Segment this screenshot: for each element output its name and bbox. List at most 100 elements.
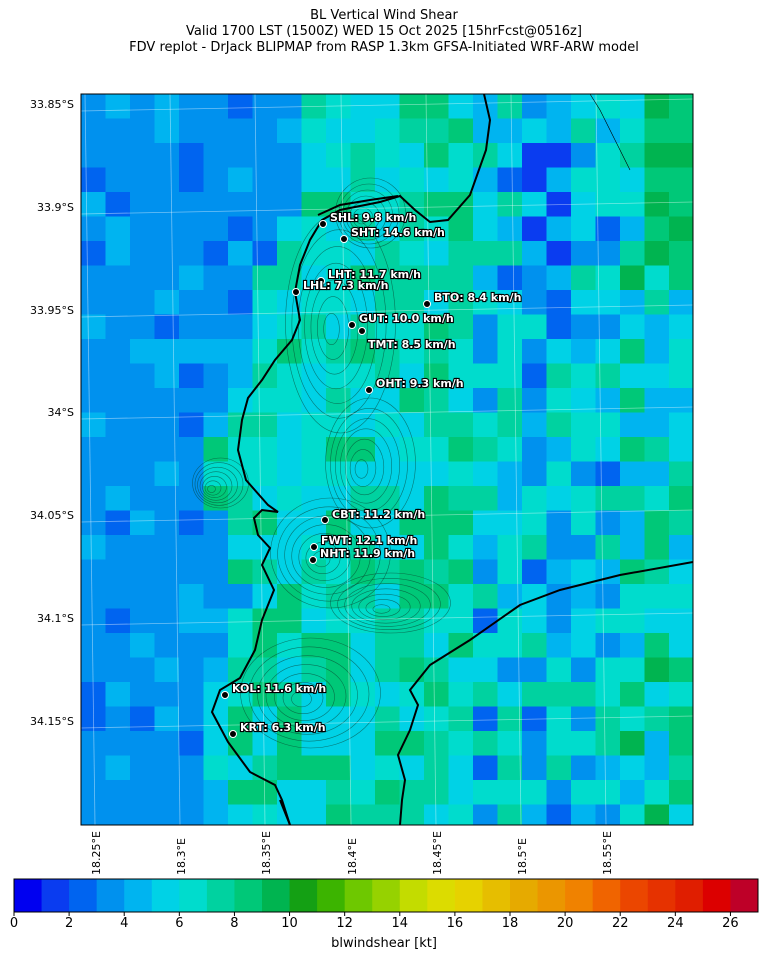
grid-cell [669,755,693,781]
x-tick-label: 18.45°E [431,831,444,875]
grid-cell [571,559,596,585]
grid-cell [203,192,229,217]
grid-cell [522,706,547,732]
grid-cell [228,241,253,266]
grid-cell [301,584,327,609]
colorbar-swatch [179,879,208,912]
grid-cell [669,339,693,364]
grid-cell [473,363,498,389]
contour-line [202,475,227,499]
grid-cell [669,461,693,487]
colorbar-swatch [620,879,649,912]
grid-cell [546,241,572,266]
grid-cell [350,241,376,266]
grid-cell [154,755,180,781]
grid-cell [399,706,425,732]
colorbar-swatch [124,879,153,912]
grid-cell [595,339,621,364]
grid-cell [522,339,547,364]
contour-line [344,438,385,496]
grid-cell [154,118,180,144]
grid-cell [252,143,278,168]
grid-cell [571,241,596,266]
grid-cell [546,94,572,119]
grid-cell [497,755,523,781]
grid-cell [301,94,327,119]
grid-cell [473,241,498,266]
grid-cell [497,388,523,413]
colorbar-swatch [317,879,346,912]
grid-cell [620,682,645,707]
grid-cell [644,657,670,683]
grid-cell [448,437,474,462]
colorbar-swatch [592,879,621,912]
contour-line [345,195,387,237]
grid-cell [154,388,180,413]
grid-cell [522,437,547,462]
grid-cell [399,241,425,266]
grid-cell [350,633,376,658]
grid-cell [154,437,180,462]
grid-cell [326,94,351,119]
grid-cell [546,461,572,487]
grid-cell [105,780,131,805]
grid-cell [399,143,425,168]
contour-line [304,262,368,390]
grid-cell [595,412,621,438]
colorbar-swatch [427,879,456,912]
grid-cell [399,314,425,340]
grid-cell [154,167,180,193]
grid-cell [522,118,547,144]
grid-cell [105,437,131,462]
grid-cell [620,118,645,144]
grid-cell [571,192,596,217]
grid-cell [424,780,449,805]
map-subtitle: Valid 1700 LST (1500Z) WED 15 Oct 2025 [… [186,24,582,39]
contour-line [265,664,347,728]
y-tick-label: 34.05°S [30,509,74,522]
contour-line [305,541,341,575]
grid-cell [105,118,131,144]
grid-cell [301,363,327,389]
grid-cell [81,535,106,560]
grid-cell [595,118,621,144]
graticule [81,94,693,825]
grid-cell [179,535,204,560]
grid-cell [571,804,596,825]
grid-cell [130,216,155,242]
grid-cell [375,290,400,315]
grid-cell [448,363,474,389]
grid-cell [154,241,180,266]
contour-line [316,296,350,360]
grid-cell [424,535,449,560]
grid-cell [448,559,474,585]
grid-cell [620,731,645,756]
grid-cell [130,731,155,756]
colorbar-swatch [675,879,704,912]
grid-cell [130,706,155,732]
grid-cell [522,290,547,315]
grid-cell [203,510,229,536]
contour-line [282,681,324,715]
grid-cell [179,314,204,340]
contour-line [323,312,340,346]
grid-cell [81,265,106,291]
grid-cell [277,437,302,462]
grid-cell [277,143,302,168]
grid-cell [644,437,670,462]
grid-cell [130,755,155,781]
grid-cell [595,216,621,242]
grid-cell [154,535,180,560]
grid-cell [179,461,204,487]
grid-cell [179,118,204,144]
colorbar-swatch [702,879,731,912]
grid-cell [424,437,449,462]
grid-cell [81,657,106,683]
grid-cell [179,510,204,536]
grid-cell [130,265,155,291]
grid-cell [644,265,670,291]
grid-cell [546,388,572,413]
grid-cell [571,510,596,536]
contour-line [330,407,408,521]
grid-cell [571,608,596,634]
